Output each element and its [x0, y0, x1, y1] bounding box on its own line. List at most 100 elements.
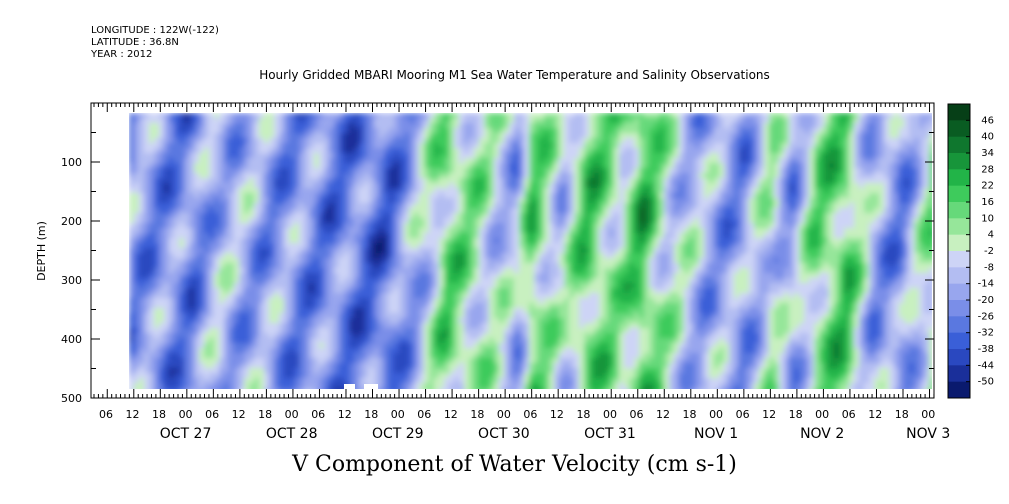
- heatmap-cell: [344, 178, 350, 184]
- heatmap-cell: [184, 228, 190, 234]
- heatmap-cell: [319, 388, 325, 389]
- heatmap-cell: [274, 288, 280, 294]
- heatmap-cell: [249, 143, 255, 149]
- heatmap-cell: [139, 343, 145, 349]
- heatmap-cell: [309, 158, 315, 164]
- heatmap-cell: [229, 313, 235, 319]
- heatmap-cell: [544, 198, 550, 204]
- heatmap-cell: [324, 143, 330, 149]
- heatmap-cell: [449, 283, 455, 289]
- heatmap-cell: [484, 168, 490, 174]
- heatmap-cell: [414, 338, 420, 344]
- heatmap-cell: [399, 203, 405, 209]
- heatmap-cell: [434, 328, 440, 334]
- heatmap-cell: [564, 163, 570, 169]
- heatmap-cell: [434, 148, 440, 154]
- heatmap-cell: [204, 193, 210, 199]
- heatmap-cell: [244, 178, 250, 184]
- heatmap-cell: [129, 198, 135, 204]
- heatmap-cell: [439, 303, 445, 309]
- heatmap-cell: [194, 118, 200, 124]
- heatmap-cell: [504, 263, 510, 269]
- heatmap-cell: [329, 213, 335, 219]
- heatmap-cell: [434, 253, 440, 259]
- heatmap-cell: [464, 383, 470, 389]
- heatmap-cell: [269, 193, 275, 199]
- heatmap-cell: [254, 138, 260, 144]
- heatmap-cell: [354, 323, 360, 329]
- heatmap-cell: [274, 178, 280, 184]
- heatmap-cell: [429, 113, 435, 119]
- heatmap-cell: [479, 223, 485, 229]
- heatmap-cell: [439, 233, 445, 239]
- heatmap-cell: [524, 363, 530, 369]
- heatmap-cell: [139, 228, 145, 234]
- heatmap-cell: [429, 328, 435, 334]
- heatmap-cell: [294, 183, 300, 189]
- heatmap-cell: [559, 348, 565, 354]
- heatmap-cell: [219, 118, 225, 124]
- heatmap-cell: [564, 148, 570, 154]
- heatmap-cell: [254, 123, 260, 129]
- heatmap-cell: [464, 198, 470, 204]
- heatmap-cell: [239, 258, 245, 264]
- heatmap-cell: [209, 123, 215, 129]
- heatmap-cell: [519, 348, 525, 354]
- heatmap-cell: [564, 213, 570, 219]
- heatmap-cell: [524, 323, 530, 329]
- heatmap-cell: [499, 288, 505, 294]
- heatmap-cell: [489, 368, 495, 374]
- heatmap-cell: [289, 158, 295, 164]
- heatmap-cell: [339, 348, 345, 354]
- heatmap-cell: [264, 143, 270, 149]
- heatmap-cell: [354, 328, 360, 334]
- heatmap-cell: [404, 238, 410, 244]
- heatmap-cell: [424, 283, 430, 289]
- heatmap-cell: [339, 378, 345, 384]
- heatmap-cell: [324, 118, 330, 124]
- heatmap-cell: [159, 283, 165, 289]
- heatmap-cell: [364, 378, 370, 384]
- heatmap-cell: [189, 173, 195, 179]
- heatmap-cell: [429, 183, 435, 189]
- heatmap-cell: [459, 348, 465, 354]
- heatmap-cell: [154, 203, 160, 209]
- heatmap-cell: [264, 258, 270, 264]
- heatmap-cell: [154, 343, 160, 349]
- heatmap-cell: [414, 198, 420, 204]
- heatmap-cell: [519, 318, 525, 324]
- heatmap-cell: [159, 288, 165, 294]
- heatmap-cell: [374, 308, 380, 314]
- heatmap-cell: [244, 138, 250, 144]
- heatmap-cell: [429, 343, 435, 349]
- heatmap-cell: [219, 368, 225, 374]
- heatmap-cell: [199, 233, 205, 239]
- heatmap-cell: [239, 248, 245, 254]
- heatmap-cell: [209, 243, 215, 249]
- heatmap-cell: [464, 228, 470, 234]
- heatmap-cell: [304, 288, 310, 294]
- heatmap-cell: [469, 358, 475, 364]
- heatmap-cell: [189, 163, 195, 169]
- heatmap-cell: [399, 318, 405, 324]
- heatmap-cell: [394, 213, 400, 219]
- heatmap-cell: [144, 178, 150, 184]
- heatmap-cell: [344, 358, 350, 364]
- heatmap-cell: [224, 363, 230, 369]
- heatmap-cell: [399, 223, 405, 229]
- heatmap-cell: [394, 218, 400, 224]
- heatmap-cell: [129, 168, 135, 174]
- heatmap-cell: [544, 238, 550, 244]
- heatmap-cell: [429, 333, 435, 339]
- heatmap-cell: [509, 118, 515, 124]
- heatmap-cell: [459, 353, 465, 359]
- heatmap-cell: [539, 348, 545, 354]
- heatmap-cell: [279, 223, 285, 229]
- heatmap-cell: [469, 308, 475, 314]
- heatmap-cell: [474, 228, 480, 234]
- heatmap-cell: [309, 293, 315, 299]
- heatmap-cell: [384, 328, 390, 334]
- heatmap-cell: [484, 183, 490, 189]
- heatmap-cell: [399, 213, 405, 219]
- heatmap-cell: [439, 293, 445, 299]
